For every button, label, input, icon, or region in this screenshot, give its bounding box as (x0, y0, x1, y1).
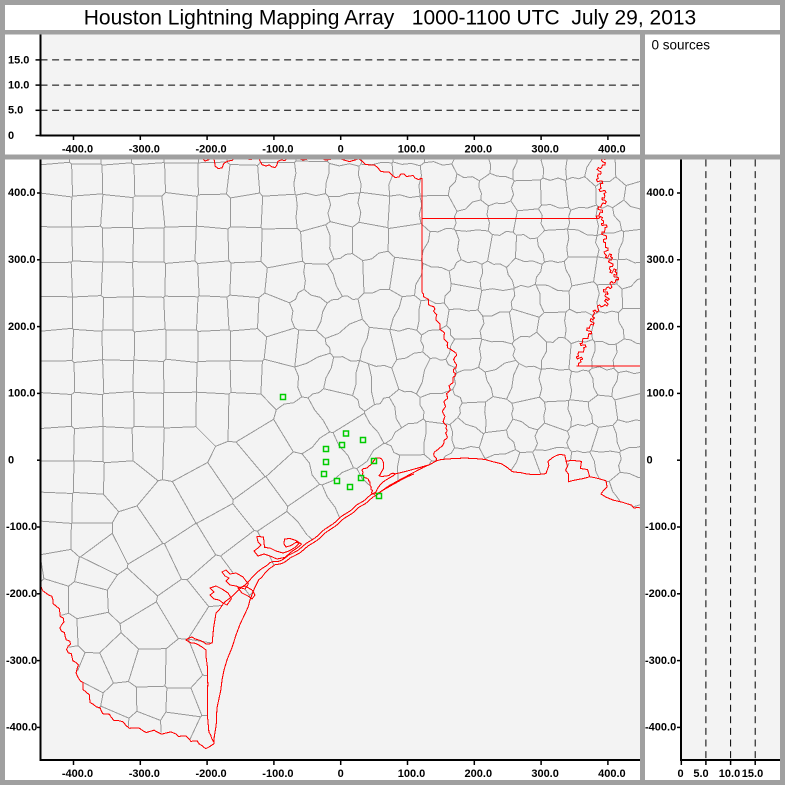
svg-text:300.0: 300.0 (8, 254, 36, 266)
svg-text:400.0: 400.0 (598, 768, 626, 780)
svg-text:300.0: 300.0 (531, 768, 559, 780)
svg-text:200.0: 200.0 (647, 321, 675, 333)
svg-text:100.0: 100.0 (398, 768, 426, 780)
svg-text:200.0: 200.0 (465, 768, 493, 780)
svg-text:10.0: 10.0 (719, 768, 740, 780)
svg-text:-300.0: -300.0 (129, 144, 160, 156)
svg-text:-200.0: -200.0 (195, 768, 226, 780)
svg-text:-200.0: -200.0 (195, 144, 226, 156)
svg-text:-100.0: -100.0 (262, 144, 293, 156)
svg-text:-100.0: -100.0 (6, 521, 37, 533)
svg-text:100.0: 100.0 (647, 388, 675, 400)
svg-text:-400.0: -400.0 (62, 768, 93, 780)
svg-text:100.0: 100.0 (398, 144, 426, 156)
svg-text:-400.0: -400.0 (62, 144, 93, 156)
svg-text:200.0: 200.0 (8, 321, 36, 333)
svg-text:-400.0: -400.0 (6, 722, 37, 734)
svg-text:-100.0: -100.0 (262, 768, 293, 780)
svg-text:-300.0: -300.0 (6, 655, 37, 667)
svg-text:400.0: 400.0 (647, 187, 675, 199)
svg-text:-200.0: -200.0 (645, 588, 676, 600)
svg-text:-300.0: -300.0 (129, 768, 160, 780)
svg-text:300.0: 300.0 (647, 254, 675, 266)
svg-text:0: 0 (647, 454, 653, 466)
svg-text:0: 0 (678, 768, 684, 780)
svg-text:-300.0: -300.0 (645, 655, 676, 667)
svg-text:400.0: 400.0 (598, 144, 626, 156)
svg-text:100.0: 100.0 (8, 388, 36, 400)
svg-text:400.0: 400.0 (8, 187, 36, 199)
svg-text:5.0: 5.0 (8, 105, 23, 117)
svg-text:0: 0 (8, 130, 14, 142)
svg-text:0: 0 (8, 454, 14, 466)
svg-text:5.0: 5.0 (693, 768, 708, 780)
svg-text:15.0: 15.0 (8, 54, 29, 66)
svg-text:-400.0: -400.0 (645, 722, 676, 734)
svg-text:300.0: 300.0 (531, 144, 559, 156)
svg-text:0 sources: 0 sources (652, 38, 711, 53)
svg-text:0: 0 (338, 144, 344, 156)
svg-text:15.0: 15.0 (742, 768, 763, 780)
svg-text:-100.0: -100.0 (645, 521, 676, 533)
svg-text:0: 0 (338, 768, 344, 780)
svg-text:10.0: 10.0 (8, 80, 29, 92)
svg-text:Houston Lightning Mapping Arra: Houston Lightning Mapping Array 1000-110… (84, 7, 697, 30)
svg-text:-200.0: -200.0 (6, 588, 37, 600)
svg-text:200.0: 200.0 (465, 144, 493, 156)
